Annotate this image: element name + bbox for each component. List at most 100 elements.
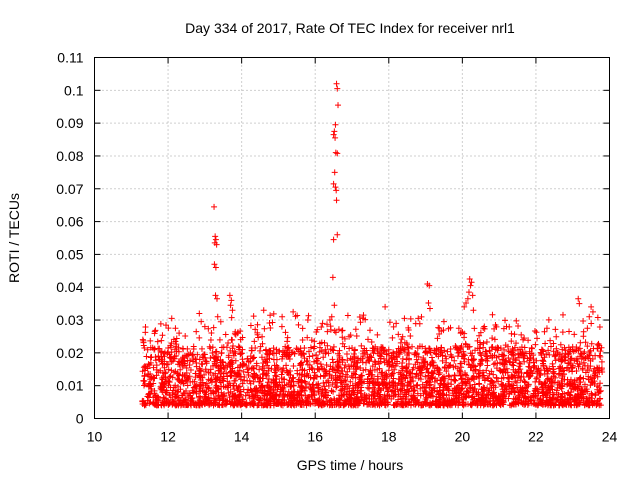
data-point xyxy=(302,384,309,391)
data-point xyxy=(488,344,495,351)
data-point xyxy=(184,382,191,389)
data-point xyxy=(256,347,263,354)
data-point xyxy=(193,360,200,367)
data-point xyxy=(365,357,372,364)
data-point xyxy=(414,345,421,352)
data-point xyxy=(432,350,439,357)
data-point xyxy=(266,319,273,326)
data-point xyxy=(594,397,601,404)
data-point xyxy=(422,388,429,395)
data-point xyxy=(283,362,290,369)
data-point xyxy=(476,332,483,339)
data-point xyxy=(218,349,225,356)
data-point xyxy=(596,388,603,395)
data-point xyxy=(559,311,566,318)
data-point xyxy=(326,317,333,324)
data-point xyxy=(440,386,447,393)
data-point xyxy=(530,397,537,404)
data-point xyxy=(250,354,257,361)
data-point xyxy=(369,345,376,352)
data-point xyxy=(320,373,327,380)
data-point xyxy=(508,338,515,345)
data-point xyxy=(140,342,147,349)
data-point xyxy=(479,372,486,379)
data-point xyxy=(242,392,249,399)
data-point xyxy=(376,400,383,407)
data-point xyxy=(209,344,216,351)
data-point xyxy=(344,397,351,404)
data-point xyxy=(344,312,351,319)
data-point xyxy=(207,397,214,404)
data-point xyxy=(176,359,183,366)
data-point xyxy=(284,338,291,345)
data-point xyxy=(381,401,388,408)
data-point xyxy=(477,329,484,336)
data-point xyxy=(217,318,224,325)
data-point xyxy=(571,331,578,338)
data-point xyxy=(296,376,303,383)
data-point xyxy=(456,384,463,391)
data-point xyxy=(545,401,552,408)
data-point xyxy=(259,365,266,372)
data-point xyxy=(511,372,518,379)
data-point xyxy=(476,370,483,377)
data-point xyxy=(559,346,566,353)
data-point xyxy=(214,357,221,364)
data-point xyxy=(522,401,529,408)
data-point xyxy=(323,321,330,328)
data-point xyxy=(411,394,418,401)
data-point xyxy=(166,373,173,380)
data-point xyxy=(573,367,580,374)
data-point xyxy=(142,323,149,330)
data-point xyxy=(298,384,305,391)
data-point xyxy=(458,353,465,360)
data-point xyxy=(428,400,435,407)
data-point xyxy=(278,323,285,330)
data-point xyxy=(577,390,584,397)
data-point xyxy=(467,282,474,289)
data-point xyxy=(401,339,408,346)
data-point xyxy=(343,391,350,398)
data-point xyxy=(338,379,345,386)
data-point xyxy=(551,379,558,386)
data-point xyxy=(228,314,235,321)
data-point xyxy=(284,345,291,352)
data-point xyxy=(598,344,605,351)
data-point xyxy=(225,389,232,396)
data-point xyxy=(562,347,569,354)
data-point xyxy=(464,295,471,302)
data-point xyxy=(586,313,593,320)
data-point xyxy=(559,329,566,336)
data-point xyxy=(526,355,533,362)
data-point xyxy=(308,337,315,344)
data-point xyxy=(299,366,306,373)
data-point xyxy=(447,400,454,407)
data-point xyxy=(207,401,214,408)
data-point xyxy=(175,388,182,395)
data-point xyxy=(175,376,182,383)
data-point xyxy=(586,351,593,358)
data-point xyxy=(370,350,377,357)
data-point xyxy=(511,389,518,396)
data-point xyxy=(258,382,265,389)
data-point xyxy=(331,302,338,309)
data-point xyxy=(501,366,508,373)
data-point xyxy=(285,388,292,395)
data-point xyxy=(382,396,389,403)
data-point xyxy=(441,347,448,354)
data-point xyxy=(275,383,282,390)
data-point xyxy=(536,372,543,379)
data-point xyxy=(439,352,446,359)
data-point xyxy=(559,373,566,380)
data-point xyxy=(470,373,477,380)
data-point xyxy=(339,334,346,341)
data-point xyxy=(310,388,317,395)
data-point xyxy=(260,307,267,314)
data-point xyxy=(531,387,538,394)
data-point xyxy=(494,347,501,354)
data-point xyxy=(513,317,520,324)
data-point xyxy=(271,369,278,376)
data-point xyxy=(295,321,302,328)
data-point xyxy=(587,357,594,364)
data-point xyxy=(581,388,588,395)
